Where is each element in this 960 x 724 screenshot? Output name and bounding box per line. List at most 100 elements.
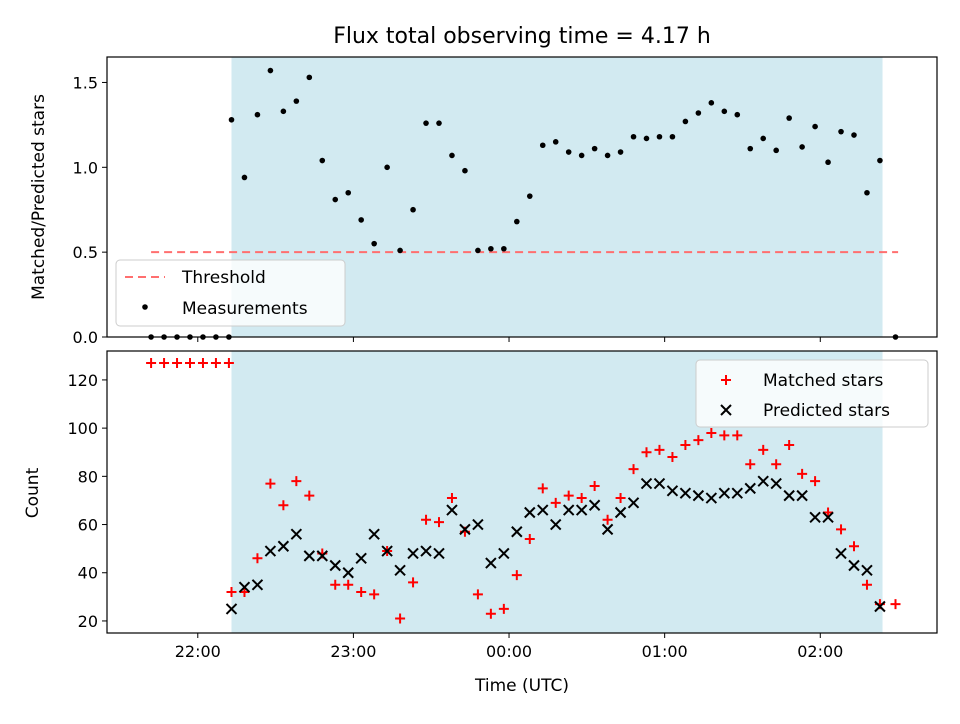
matched-point: [498, 603, 509, 614]
x-tick-label: 23:00: [330, 642, 376, 661]
matched-point: [849, 541, 859, 552]
predicted-point: [511, 526, 523, 538]
matched-point: [784, 440, 795, 450]
measurement-point: [565, 149, 572, 155]
predicted-point: [316, 550, 328, 562]
predicted-point: [848, 559, 860, 572]
x-axis-label: Time (UTC): [474, 676, 569, 696]
matched-point: [239, 587, 250, 598]
predicted-point: [692, 489, 705, 502]
matched-point: [291, 476, 302, 487]
matched-point: [395, 613, 406, 624]
legend: Matched stars Predicted stars: [695, 359, 929, 428]
measurement-point: [643, 135, 650, 142]
legend-box: [695, 359, 929, 428]
predicted-point: [796, 489, 808, 502]
matched-point: [159, 358, 170, 369]
matched-point: [252, 553, 263, 564]
measurement-point: [708, 100, 715, 106]
matched-point: [356, 587, 367, 598]
legend-measurement-label: Measurements: [182, 299, 308, 319]
predicted-point: [601, 523, 614, 536]
matched-point: [563, 490, 574, 501]
matched-point: [576, 493, 587, 504]
measurement-point: [747, 145, 754, 152]
predicted-point: [251, 579, 264, 591]
matched-point: [278, 500, 289, 511]
measurement-point: [254, 111, 261, 118]
measurement-point: [397, 247, 403, 254]
predicted-point: [264, 545, 277, 557]
predicted-point: [381, 545, 393, 557]
legend-box: [115, 259, 346, 327]
matched-point: [446, 493, 457, 504]
predicted-point: [744, 482, 756, 495]
predicted-point: [679, 487, 692, 499]
predicted-point: [433, 547, 445, 560]
matched-point: [343, 579, 354, 590]
legend-measurement-swatch: [142, 304, 148, 310]
matched-point: [654, 444, 665, 455]
measurement-point: [734, 111, 741, 118]
measurement-point: [578, 152, 585, 159]
matched-point: [797, 468, 808, 479]
measurement-point: [488, 245, 494, 252]
matched-point: [408, 577, 419, 588]
measurement-point: [345, 189, 352, 196]
matched-point: [330, 579, 341, 590]
predicted-point: [472, 518, 484, 531]
predicted-point: [575, 504, 588, 516]
legend-matched-label: Matched stars: [763, 371, 883, 391]
measurement-point: [617, 149, 624, 155]
measurement-point: [371, 240, 377, 247]
measurement-point: [462, 167, 468, 174]
predicted-point: [783, 489, 795, 502]
predicted-point: [835, 547, 847, 560]
matched-point: [890, 599, 901, 610]
predicted-point: [498, 547, 510, 560]
matched-point: [197, 358, 208, 369]
matched-point: [472, 589, 483, 600]
y-tick-label: 1.0: [73, 158, 98, 177]
measurement-point: [358, 217, 364, 223]
measurement-point: [773, 147, 779, 154]
measurement-point: [604, 152, 611, 159]
measurement-point: [332, 196, 339, 203]
y-tick-label: 120: [67, 371, 98, 390]
matched-point: [615, 493, 626, 504]
predicted-point: [588, 499, 601, 511]
measurement-point: [877, 157, 883, 164]
measurement-point: [682, 118, 689, 125]
figure-title: Flux total observing time = 4.17 h: [333, 24, 711, 49]
predicted-point: [653, 477, 666, 490]
matched-point: [745, 459, 756, 470]
matched-point: [810, 476, 821, 487]
x-tick-label: 22:00: [175, 642, 221, 661]
axes-frame: [106, 56, 938, 338]
matched-point: [823, 507, 834, 518]
matched-point: [719, 430, 730, 441]
measurement-point: [475, 247, 481, 254]
predicted-point: [770, 477, 782, 490]
measurement-point: [514, 218, 520, 225]
measurement-point: [384, 164, 390, 171]
matched-point: [861, 579, 872, 590]
legend-matched-swatch: [721, 375, 731, 385]
predicted-point: [640, 477, 653, 490]
matched-point: [511, 570, 522, 581]
predicted-point: [562, 504, 575, 516]
predicted-point: [355, 552, 367, 564]
measurement-point: [630, 133, 637, 140]
predicted-point: [861, 564, 873, 577]
matched-point: [421, 514, 432, 525]
x-tick-label: 01:00: [642, 642, 688, 661]
matched-point: [693, 435, 704, 446]
matched-point: [434, 517, 444, 528]
predicted-point: [303, 550, 316, 562]
matched-point: [641, 447, 652, 458]
predicted-point: [705, 492, 718, 504]
matched-point: [304, 490, 315, 501]
predicted-point: [757, 475, 769, 487]
x-tick-label: 02:00: [797, 642, 843, 661]
